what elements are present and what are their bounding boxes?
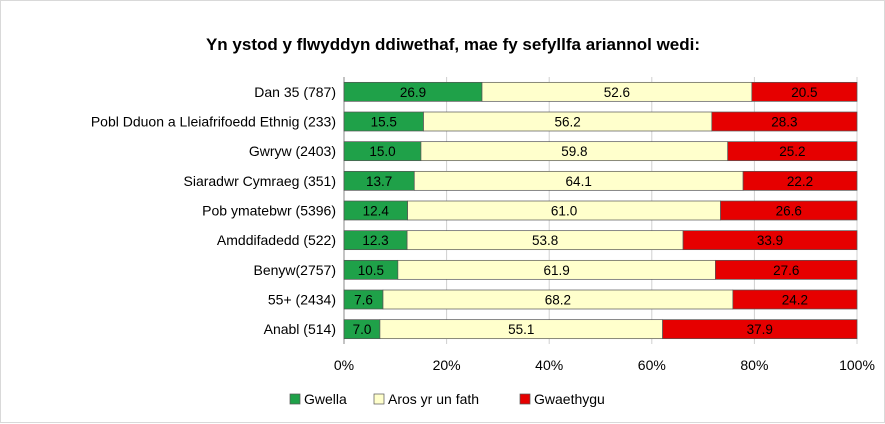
data-label: 26.9 [400, 85, 426, 100]
x-tick-label: 80% [740, 357, 768, 373]
data-label: 61.0 [551, 204, 577, 219]
data-label: 64.1 [566, 174, 592, 189]
category-label: Anabl (514) [264, 321, 336, 337]
category-label: Pobl Dduon a Lleiafrifoedd Ethnig (233) [91, 114, 336, 130]
x-tick-label: 40% [535, 357, 563, 373]
bar-area: 26.9 52.6 20.5 15.5 56.2 28.3 15.0 59.8 25.2 13.7… [343, 81, 858, 340]
legend-label: Aros yr un fath [388, 391, 479, 407]
data-label: 12.4 [363, 204, 390, 219]
chart-title: Yn ystod y flwyddyn ddiwethaf, mae fy se… [206, 35, 700, 54]
category-label: Pob ymatebwr (5396) [202, 203, 336, 219]
data-label: 68.2 [545, 293, 571, 308]
x-tick-label: 100% [839, 357, 875, 373]
legend-swatch [373, 393, 385, 405]
data-label: 7.0 [353, 322, 372, 337]
data-label: 24.2 [782, 293, 808, 308]
x-tick-label: 0% [334, 357, 354, 373]
legend-label: Gwella [304, 391, 347, 407]
data-label: 25.2 [779, 144, 805, 159]
x-axis-ticks: 0% 20% 40% 60% 80% 100% [334, 357, 875, 373]
data-label: 27.6 [773, 263, 799, 278]
category-label: Gwryw (2403) [249, 143, 336, 159]
data-label: 10.5 [358, 263, 384, 278]
x-tick-label: 20% [433, 357, 461, 373]
bar-segment [751, 81, 858, 102]
category-label: 55+ (2434) [268, 292, 336, 308]
bar-segment [662, 319, 858, 340]
data-label: 55.1 [508, 322, 534, 337]
legend-swatch [289, 393, 301, 405]
data-label: 15.5 [371, 115, 397, 130]
data-label: 59.8 [561, 144, 587, 159]
data-label: 53.8 [532, 233, 558, 248]
data-label: 20.5 [791, 85, 817, 100]
category-label: Amddifadedd (522) [217, 232, 336, 248]
bar-segment [682, 230, 858, 251]
data-label: 13.7 [366, 174, 392, 189]
bar-segment [711, 111, 858, 132]
category-labels: Dan 35 (787) Pobl Dduon a Lleiafrifoedd E… [91, 84, 336, 337]
data-label: 37.9 [747, 322, 773, 337]
category-label: Dan 35 (787) [254, 84, 336, 100]
data-label: 22.2 [787, 174, 813, 189]
category-label: Benyw(2757) [254, 262, 337, 278]
legend-swatch [519, 393, 531, 405]
data-label: 61.9 [543, 263, 569, 278]
category-label: Siaradwr Cymraeg (351) [184, 173, 337, 189]
data-label: 33.9 [757, 233, 783, 248]
legend: Gwella Aros yr un fath Gwaethygu [289, 391, 605, 407]
x-tick-label: 60% [638, 357, 666, 373]
bar-segment [732, 289, 858, 310]
bar-segment [715, 259, 858, 280]
data-label: 7.6 [354, 293, 373, 308]
data-label: 26.6 [776, 204, 802, 219]
legend-label: Gwaethygu [534, 391, 605, 407]
data-label: 15.0 [369, 144, 395, 159]
data-label: 12.3 [362, 233, 388, 248]
bar-segment [742, 170, 858, 191]
bar-segment [727, 141, 858, 162]
bar-segment [720, 200, 858, 221]
data-label: 56.2 [555, 115, 581, 130]
data-label: 52.6 [604, 85, 630, 100]
data-label: 28.3 [771, 115, 797, 130]
